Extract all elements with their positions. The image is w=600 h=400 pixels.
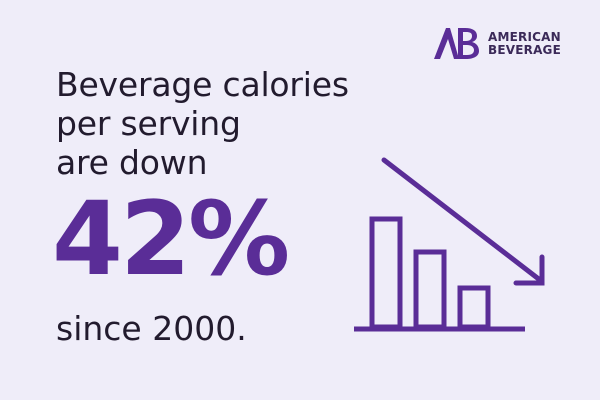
- american-beverage-logo: AMERICAN BEVERAGE: [432, 25, 577, 65]
- bar-icon-bar-2: [413, 249, 447, 330]
- headline: Beverage calories per serving are down: [56, 65, 376, 182]
- since-text: since 2000.: [56, 309, 247, 348]
- headline-line-3: are down: [56, 143, 208, 182]
- brand-line-1: AMERICAN: [488, 30, 561, 44]
- declining-bar-chart-icon: [354, 157, 545, 332]
- ab-monogram-icon: [434, 28, 479, 59]
- trend-arrow-head: [513, 254, 545, 286]
- brand-line-2: BEVERAGE: [488, 43, 562, 57]
- bar-icon-bar-1: [369, 216, 403, 330]
- headline-line-1: Beverage calories: [56, 65, 349, 104]
- headline-line-2: per serving: [56, 104, 241, 143]
- bar-icon-bar-3: [457, 285, 491, 330]
- brand-wordmark: AMERICAN BEVERAGE: [488, 31, 561, 57]
- percent-stat: 42%: [52, 180, 290, 299]
- trend-arrow-shaft: [381, 157, 543, 283]
